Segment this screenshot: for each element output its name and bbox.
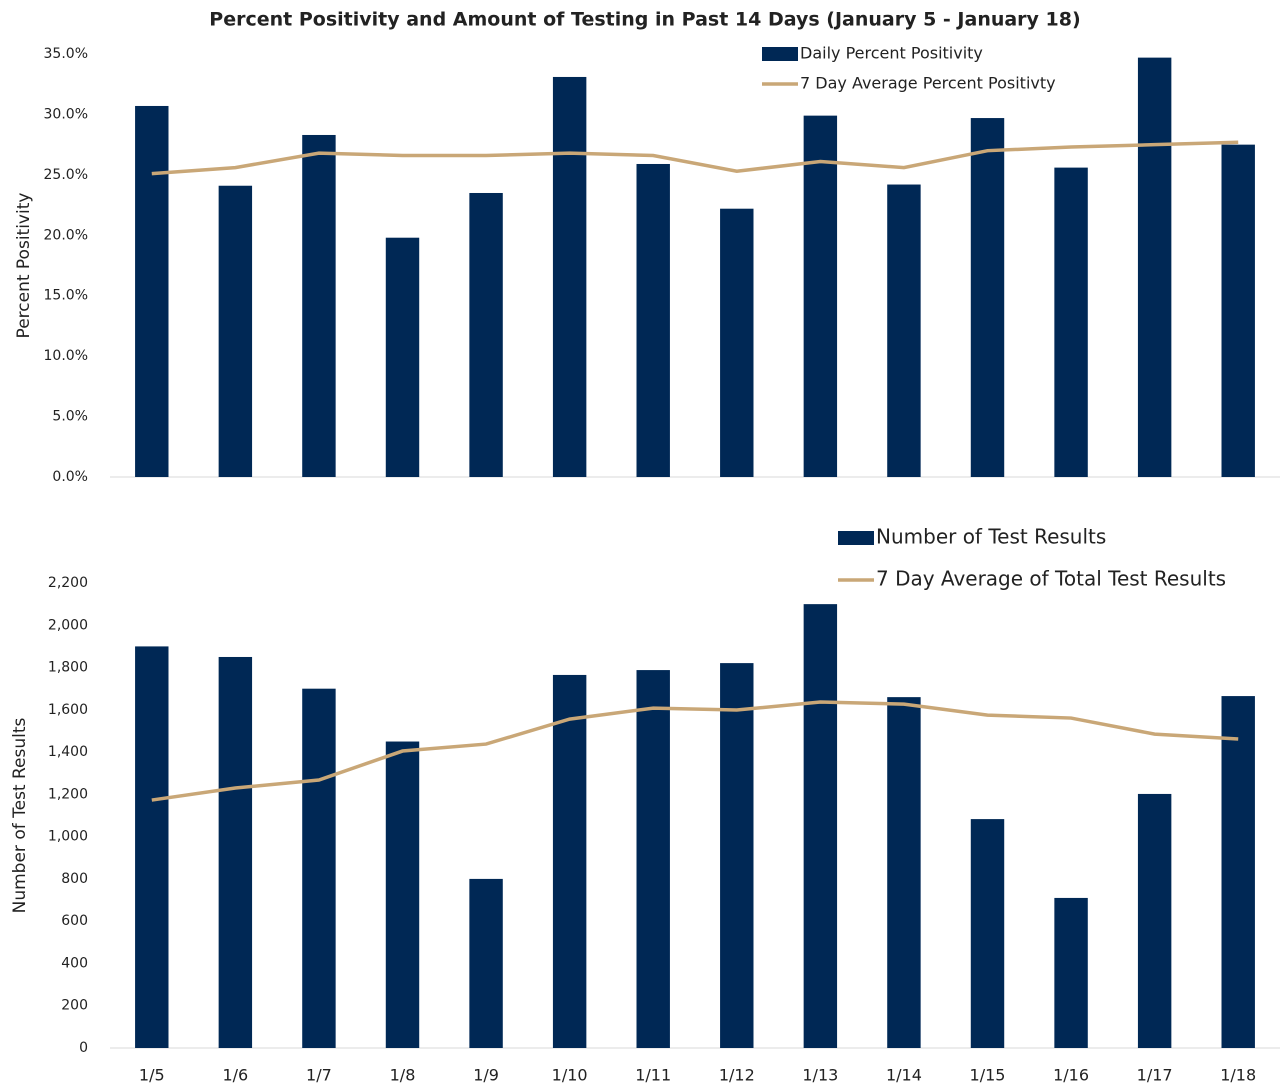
bar: [887, 697, 921, 1048]
y-tick-label: 10.0%: [44, 348, 88, 364]
x-tick-label: 1/17: [1137, 1066, 1173, 1085]
y-tick-label: 1,400: [48, 744, 88, 760]
bar: [803, 604, 838, 1048]
legend-label: 7 Day Average Percent Positivty: [800, 74, 1056, 93]
y-axis-label: Percent Positivity: [14, 193, 34, 339]
x-tick-label: 1/5: [139, 1066, 165, 1085]
line: [151, 140, 1239, 176]
bar: [1137, 57, 1172, 478]
bar: [1054, 897, 1088, 1048]
y-tick-label: 600: [61, 913, 88, 929]
chart-title: Percent Positivity and Amount of Testing…: [209, 9, 1080, 31]
y-tick-label: 0.0%: [52, 469, 88, 485]
bar: [135, 646, 169, 1048]
y-tick-label: 400: [61, 955, 88, 971]
x-tick-label: 1/12: [719, 1066, 755, 1085]
x-tick-label: 1/13: [802, 1066, 838, 1085]
bar: [970, 118, 1005, 477]
y-axis-label: Number of Test Results: [10, 717, 30, 913]
bar: [385, 741, 420, 1048]
bar: [302, 134, 336, 477]
bar: [1221, 696, 1255, 1048]
y-tick-label: 2,200: [48, 575, 88, 591]
y-tick-label: 1,000: [48, 829, 88, 845]
legend-label: Number of Test Results: [876, 525, 1106, 549]
y-tick-label: 200: [61, 998, 88, 1014]
bar: [1137, 793, 1172, 1048]
x-tick-label: 1/7: [306, 1066, 332, 1085]
y-tick-label: 25.0%: [44, 167, 88, 183]
y-tick-label: 15.0%: [44, 288, 88, 304]
bar: [552, 674, 587, 1048]
x-tick-label: 1/15: [970, 1066, 1006, 1085]
bar: [1221, 144, 1255, 477]
bar: [803, 115, 838, 477]
x-tick-label: 1/8: [390, 1066, 416, 1085]
x-tick-label: 1/14: [886, 1066, 922, 1085]
bar: [218, 656, 253, 1048]
y-tick-label: 0: [79, 1040, 88, 1056]
legend-label: 7 Day Average of Total Test Results: [876, 567, 1226, 591]
line: [151, 700, 1239, 802]
bar: [469, 192, 503, 477]
y-tick-label: 30.0%: [44, 106, 88, 122]
x-tick-label: 1/11: [635, 1066, 671, 1085]
bar: [302, 688, 336, 1048]
y-tick-label: 35.0%: [44, 46, 88, 62]
y-tick-label: 1,600: [48, 702, 88, 718]
bar: [887, 184, 921, 478]
bar: [552, 76, 587, 477]
legend-label: Daily Percent Positivity: [800, 44, 983, 63]
legend-swatch: [838, 531, 874, 545]
y-tick-label: 800: [61, 871, 88, 887]
legend-swatch: [762, 47, 798, 61]
bar: [135, 105, 169, 478]
y-tick-label: 2,000: [48, 617, 88, 633]
bar: [720, 663, 754, 1048]
y-tick-label: 1,800: [48, 660, 88, 676]
bar: [636, 163, 670, 478]
bar: [720, 208, 754, 477]
bar: [469, 878, 503, 1048]
x-tick-label: 1/9: [473, 1066, 499, 1085]
bar: [970, 819, 1005, 1048]
x-tick-label: 1/10: [552, 1066, 588, 1085]
y-tick-label: 20.0%: [44, 227, 88, 243]
x-tick-label: 1/18: [1220, 1066, 1256, 1085]
bar: [385, 237, 420, 477]
y-tick-label: 5.0%: [52, 409, 88, 425]
x-tick-label: 1/6: [222, 1066, 248, 1085]
bar: [218, 185, 253, 477]
y-tick-label: 1,200: [48, 786, 88, 802]
bar: [636, 670, 670, 1048]
bar: [1054, 167, 1088, 477]
x-tick-label: 1/16: [1053, 1066, 1089, 1085]
